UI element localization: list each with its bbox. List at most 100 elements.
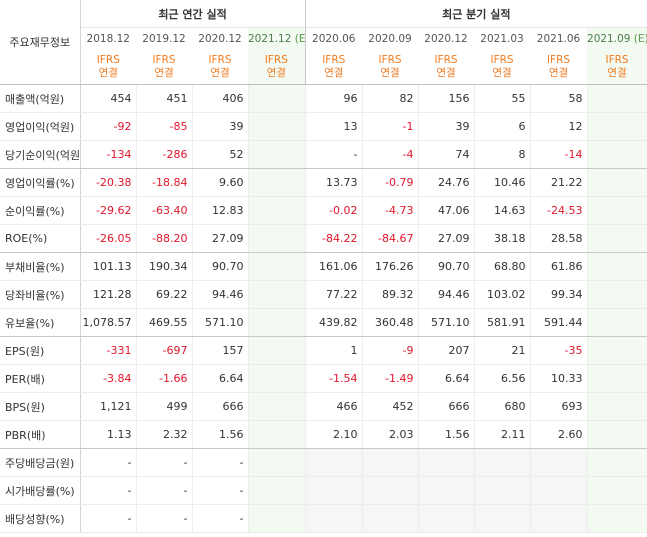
row-label: 순이익률(%) [0,196,81,225]
consolidated-label: 연결 [492,67,512,79]
period-header: 2020.09 [362,28,418,51]
value-cell [362,448,419,477]
value-cell: 94.46 [418,280,475,309]
value-cell: 571.10 [418,308,475,337]
value-cell: 74 [418,140,475,169]
value-cell [530,448,588,477]
table-row: PER(배) -3.84 -1.66 6.64 -1.54 -1.49 6.64 6.56 10… [0,364,647,393]
value-cell: -697 [136,336,193,365]
period-header: 2021.09 (E) [587,27,647,50]
value-cell: 39 [192,112,249,141]
ifrs-label: IFRS [490,54,514,66]
accounting-standard: IFRS 연결 [587,50,647,85]
consolidated-label: 연결 [266,67,286,79]
period-header: 2019.12 [136,28,192,51]
accounting-standard: IFRS 연결 [248,50,306,85]
value-cell: - [192,448,249,477]
consolidated-label: 연결 [436,67,456,79]
value-cell: -4 [362,140,419,169]
value-cell [587,504,647,533]
value-cell [248,84,306,113]
value-cell: -331 [80,336,137,365]
period-label: 2020.12 [198,33,242,45]
value-cell [530,504,588,533]
value-cell [248,112,306,141]
value-cell: 101.13 [80,252,137,281]
value-cell [418,504,475,533]
value-cell: - [136,448,193,477]
value-cell: 82 [362,84,419,113]
value-cell: 77.22 [304,280,363,309]
value-cell: -286 [136,140,193,169]
value-cell [587,112,647,141]
value-cell [418,476,475,505]
value-cell: -24.53 [530,196,588,225]
table-row: 시가배당률(%) - - - [0,476,647,505]
table-row: 매출액(억원) 454 451 406 96 82 156 55 58 [0,84,647,113]
value-cell: -92 [80,112,137,141]
period-header: 2020.12 [418,28,474,51]
value-cell: -63.40 [136,196,193,225]
value-cell: 2.60 [530,420,588,449]
value-cell: -14 [530,140,588,169]
value-cell: 156 [418,84,475,113]
value-cell [248,196,306,225]
value-cell: 6.56 [474,364,531,393]
value-cell: 13 [304,112,363,141]
consolidated-label: 연결 [210,67,230,79]
value-cell: 96 [304,84,363,113]
ifrs-label: IFRS [152,54,176,66]
row-label: PER(배) [0,364,81,393]
value-cell: 12 [530,112,588,141]
value-cell: 666 [192,392,249,421]
value-cell [248,224,306,253]
value-cell: 360.48 [362,308,419,337]
value-cell: -1 [362,112,419,141]
value-cell [248,392,306,421]
value-cell: 581.91 [474,308,531,337]
value-cell [587,84,647,113]
value-cell: 2.10 [304,420,363,449]
value-cell [248,336,306,365]
accounting-standard: IFRS 연결 [80,50,136,85]
row-label: 영업이익률(%) [0,168,81,197]
value-cell: 13.73 [304,168,363,197]
value-cell: 6.64 [192,364,249,393]
value-cell: - [80,448,137,477]
table-row: EPS(원) -331 -697 157 1 -9 207 21 -35 [0,336,647,365]
value-cell: 103.02 [474,280,531,309]
value-cell [248,168,306,197]
value-cell: 24.76 [418,168,475,197]
value-cell [587,392,647,421]
value-cell: 55 [474,84,531,113]
value-cell: 6.64 [418,364,475,393]
value-cell: -84.67 [362,224,419,253]
value-cell: -20.38 [80,168,137,197]
table-row: 배당성향(%) - - - [0,504,647,533]
value-cell: 89.32 [362,280,419,309]
row-label: 영업이익(억원) [0,112,81,141]
period-label: 2021.06 [536,33,581,45]
value-cell: 452 [362,392,419,421]
accounting-standard: IFRS 연결 [418,50,475,85]
period-header: 2020.12 [192,28,248,51]
table-row: 영업이익률(%) -20.38 -18.84 9.60 13.73 -0.79 24.76 1… [0,168,647,197]
value-cell: 52 [192,140,249,169]
period-header: 2021.06 [530,28,587,51]
quarterly-results-header: 최근 분기 실적 [304,0,647,28]
value-cell: 1.56 [192,420,249,449]
value-cell [530,476,588,505]
value-cell [248,280,306,309]
row-label: 주당배당금(원) [0,448,81,477]
period-header: 2020.06 [304,27,363,50]
value-cell: -84.22 [304,224,363,253]
value-cell [587,420,647,449]
value-cell [587,448,647,477]
table-row: 영업이익(억원) -92 -85 39 13 -1 39 6 12 [0,112,647,141]
ifrs-label: IFRS [605,54,629,66]
value-cell [304,476,363,505]
value-cell: - [136,504,193,533]
value-cell [587,308,647,337]
value-cell: 10.46 [474,168,531,197]
value-cell: 21 [474,336,531,365]
